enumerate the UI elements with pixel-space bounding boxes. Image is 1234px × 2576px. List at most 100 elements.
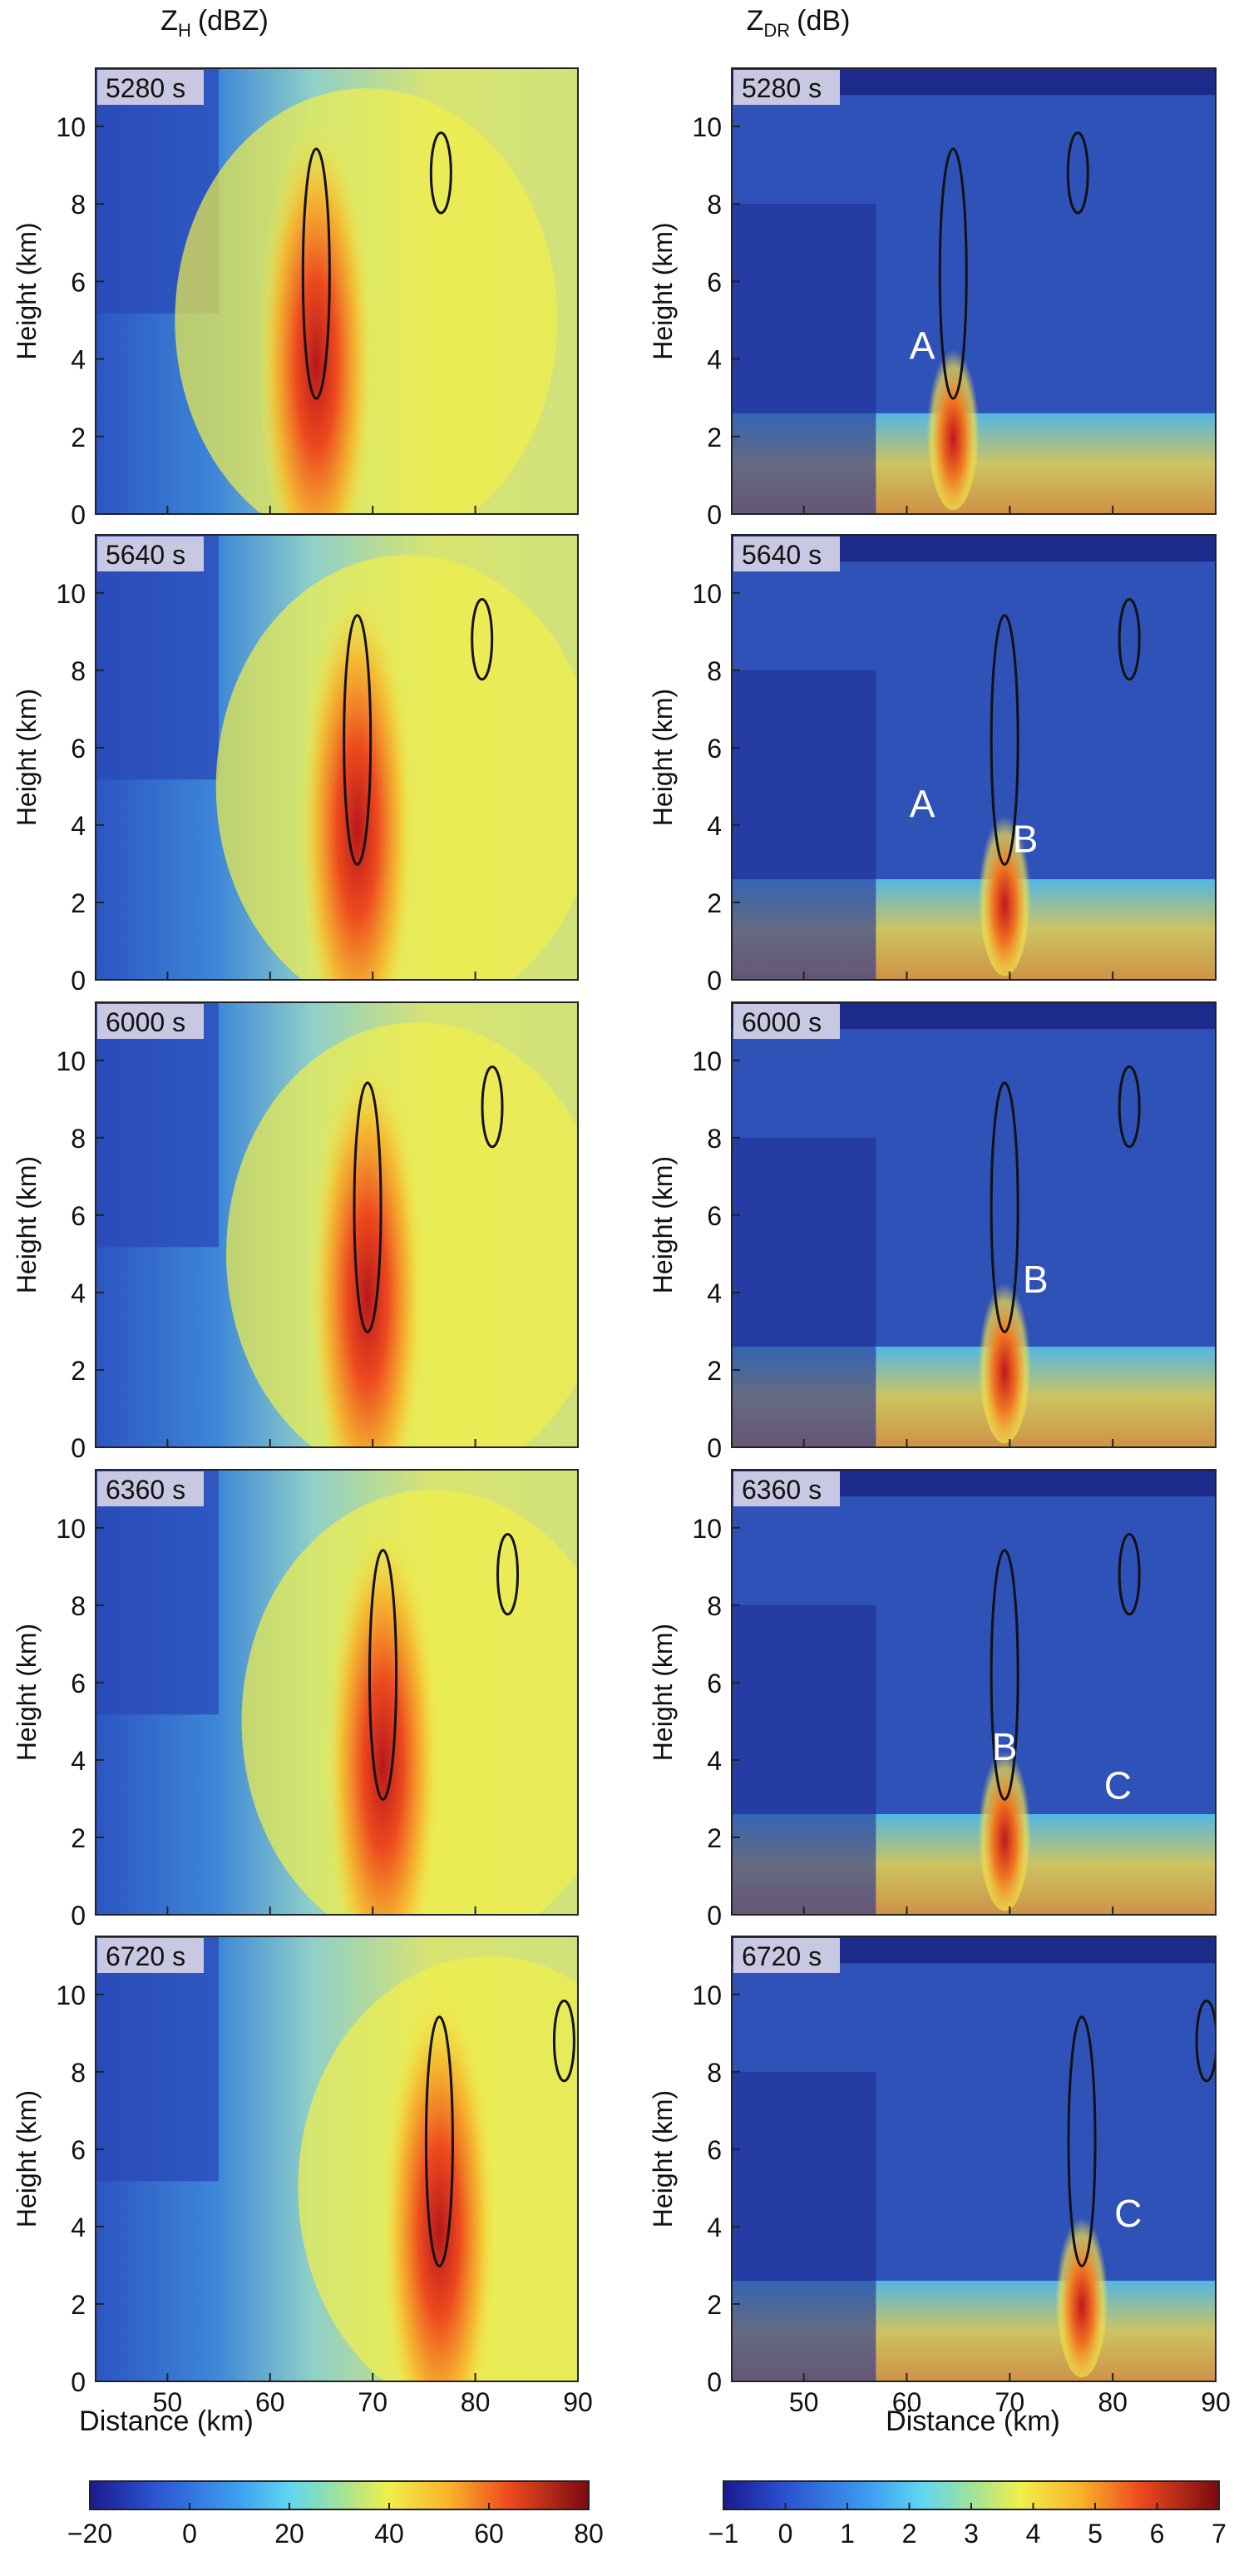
ytick-label: 2 (707, 1823, 722, 1853)
ytick-label: 10 (56, 1514, 86, 1544)
xtick-label: 50 (153, 2387, 183, 2417)
updraft-contour (990, 1549, 1019, 1801)
updraft-contour (301, 147, 331, 400)
colorbar-tick-label: 1 (840, 2519, 855, 2549)
ytick-label: 4 (71, 1278, 86, 1308)
xtick-label: 60 (892, 2387, 922, 2417)
updraft-contour (424, 2015, 454, 2267)
ytick-label: 4 (707, 1278, 722, 1308)
plot-frame (95, 1936, 579, 2382)
ytick-label: 10 (56, 112, 86, 142)
ylabel: Height (km) (12, 1624, 42, 1761)
ytick-label: 6 (71, 1201, 86, 1231)
right-column-title: ZDR (dB) (747, 5, 851, 41)
time-label: 6000 s (742, 1007, 822, 1037)
colorbar-tick-label: 7 (1212, 2519, 1227, 2549)
zdr-column (978, 1265, 1032, 1444)
colorbar-tick-label: 3 (964, 2519, 979, 2549)
colorbar-tick-label: 20 (274, 2519, 304, 2549)
time-label: 6720 s (742, 1941, 822, 1971)
reflectivity-core (258, 94, 375, 514)
time-label: 5640 s (106, 540, 185, 570)
ytick-label: 2 (707, 888, 722, 918)
time-label: 6000 s (106, 1007, 185, 1037)
heatmap-field (732, 1470, 1216, 1915)
annotation-marker: C (1114, 2192, 1142, 2235)
ytick-label: 0 (707, 500, 722, 530)
ytick-label: 2 (707, 2290, 722, 2320)
ytick-label: 0 (71, 500, 86, 530)
left-column-title: ZH (dBZ) (160, 5, 269, 41)
field-low-region (96, 535, 220, 780)
time-label-box (733, 1471, 840, 1506)
ylabel: Height (km) (12, 2090, 42, 2227)
updraft-contour (990, 1081, 1019, 1333)
time-label: 5640 s (742, 540, 822, 570)
colorbar (89, 2480, 590, 2510)
panel: 6000 s 0 2 4 6 8 10 Height (km) (12, 1001, 579, 1463)
panel-grid: 5280 s 0 2 4 6 8 10 Height (km) 5640 s 0 2 4 6 8 10 Hei… (12, 67, 1231, 2417)
colorbar-tick-label: 60 (474, 2519, 504, 2549)
ytick-label: 0 (71, 1901, 86, 1931)
ytick-label: 6 (71, 1669, 86, 1698)
updraft-contour (1118, 1065, 1141, 1149)
updraft-contour (471, 597, 494, 681)
plot-frame (731, 67, 1217, 515)
plot-frame (95, 67, 579, 515)
time-label: 6360 s (742, 1475, 822, 1505)
time-label-box (733, 1004, 840, 1039)
xtick-label: 80 (1098, 2387, 1128, 2417)
time-label-box (733, 1938, 840, 1973)
panel: 6360 s 0 2 4 6 8 10 Height (km) (12, 1469, 579, 1931)
zdr-column (926, 331, 980, 511)
updraft-contour (1066, 131, 1089, 215)
ytick-label: 0 (707, 966, 722, 996)
xtick-label: 80 (461, 2387, 491, 2417)
ytick-label: 4 (707, 345, 722, 375)
ytick-label: 0 (71, 966, 86, 996)
ytick-label: 4 (71, 2213, 86, 2242)
ytick-label: 6 (71, 734, 86, 764)
panel: 5640 s 0 2 4 6 8 10 Height (km) (12, 534, 579, 996)
ytick-label: 6 (707, 1201, 722, 1231)
ytick-label: 0 (707, 1901, 722, 1931)
ytick-label: 2 (71, 1356, 86, 1386)
colorbar-tick-label: 0 (778, 2519, 793, 2549)
ytick-label: 2 (71, 423, 86, 452)
time-label-box (97, 1938, 204, 1973)
xtick-label: 90 (563, 2387, 593, 2417)
plot-frame (731, 534, 1217, 981)
ytick-label: 8 (71, 1124, 86, 1154)
ytick-label: 8 (71, 1591, 86, 1621)
time-label: 5280 s (742, 73, 822, 103)
panel: 6360 s 0 2 4 6 8 10 Height (km) B C (648, 1469, 1217, 1931)
panel: 6720 s 0 2 4 6 8 10 Height (km) 50 60 70 80 90 (12, 1936, 593, 2417)
colorbar-tick-label: 6 (1150, 2519, 1165, 2549)
plot-frame (731, 1001, 1217, 1448)
ylabel: Height (km) (12, 689, 42, 826)
colorbars: −20 0 20 40 60 80 −1 0 1 2 3 4 5 6 7 (67, 2480, 1227, 2549)
ytick-label: 8 (707, 1124, 722, 1154)
ytick-label: 10 (56, 579, 86, 609)
ytick-label: 4 (71, 811, 86, 841)
ytick-label: 8 (71, 656, 86, 686)
ytick-label: 6 (71, 2135, 86, 2165)
time-label-box (97, 536, 204, 571)
heatmap-field (732, 1936, 1216, 2381)
ytick-label: 10 (692, 579, 722, 609)
annotation-marker: B (1013, 817, 1039, 860)
panel: 5280 s 0 2 4 6 8 10 Height (km) (12, 67, 579, 530)
ylabel: Height (km) (648, 689, 678, 826)
ytick-label: 0 (71, 2367, 86, 2397)
colorbar-tick-label: 2 (902, 2519, 917, 2549)
heatmap-field (96, 68, 578, 514)
ytick-label: 8 (71, 2058, 86, 2088)
zdr-column (978, 798, 1032, 977)
colorbar-tick-label: 40 (374, 2519, 404, 2549)
ytick-label: 2 (71, 2290, 86, 2320)
updraft-contour (1195, 1999, 1216, 2083)
updraft-contour (496, 1532, 520, 1616)
panel: 6720 s 0 2 4 6 8 10 Height (km) C 50 60 70 80 90 (648, 1936, 1231, 2417)
plot-frame (95, 1001, 579, 1448)
